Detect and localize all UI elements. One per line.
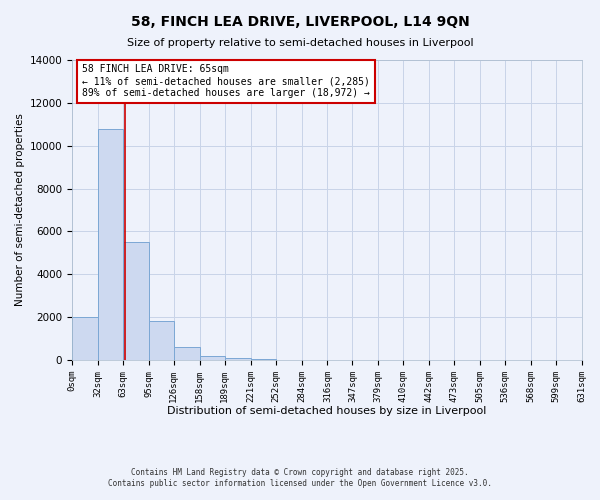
Bar — [200, 356, 225, 360]
Bar — [149, 322, 174, 360]
Text: 58 FINCH LEA DRIVE: 65sqm
← 11% of semi-detached houses are smaller (2,285)
89% : 58 FINCH LEA DRIVE: 65sqm ← 11% of semi-… — [82, 64, 370, 98]
Text: Contains HM Land Registry data © Crown copyright and database right 2025.
Contai: Contains HM Land Registry data © Crown c… — [108, 468, 492, 487]
Bar — [174, 347, 200, 360]
Bar — [72, 317, 98, 360]
Text: 58, FINCH LEA DRIVE, LIVERPOOL, L14 9QN: 58, FINCH LEA DRIVE, LIVERPOOL, L14 9QN — [131, 15, 469, 29]
Bar — [98, 128, 123, 360]
Bar — [251, 359, 275, 360]
X-axis label: Distribution of semi-detached houses by size in Liverpool: Distribution of semi-detached houses by … — [167, 406, 487, 416]
Text: Size of property relative to semi-detached houses in Liverpool: Size of property relative to semi-detach… — [127, 38, 473, 48]
Y-axis label: Number of semi-detached properties: Number of semi-detached properties — [16, 114, 25, 306]
Bar — [225, 358, 251, 360]
Bar — [123, 242, 149, 360]
